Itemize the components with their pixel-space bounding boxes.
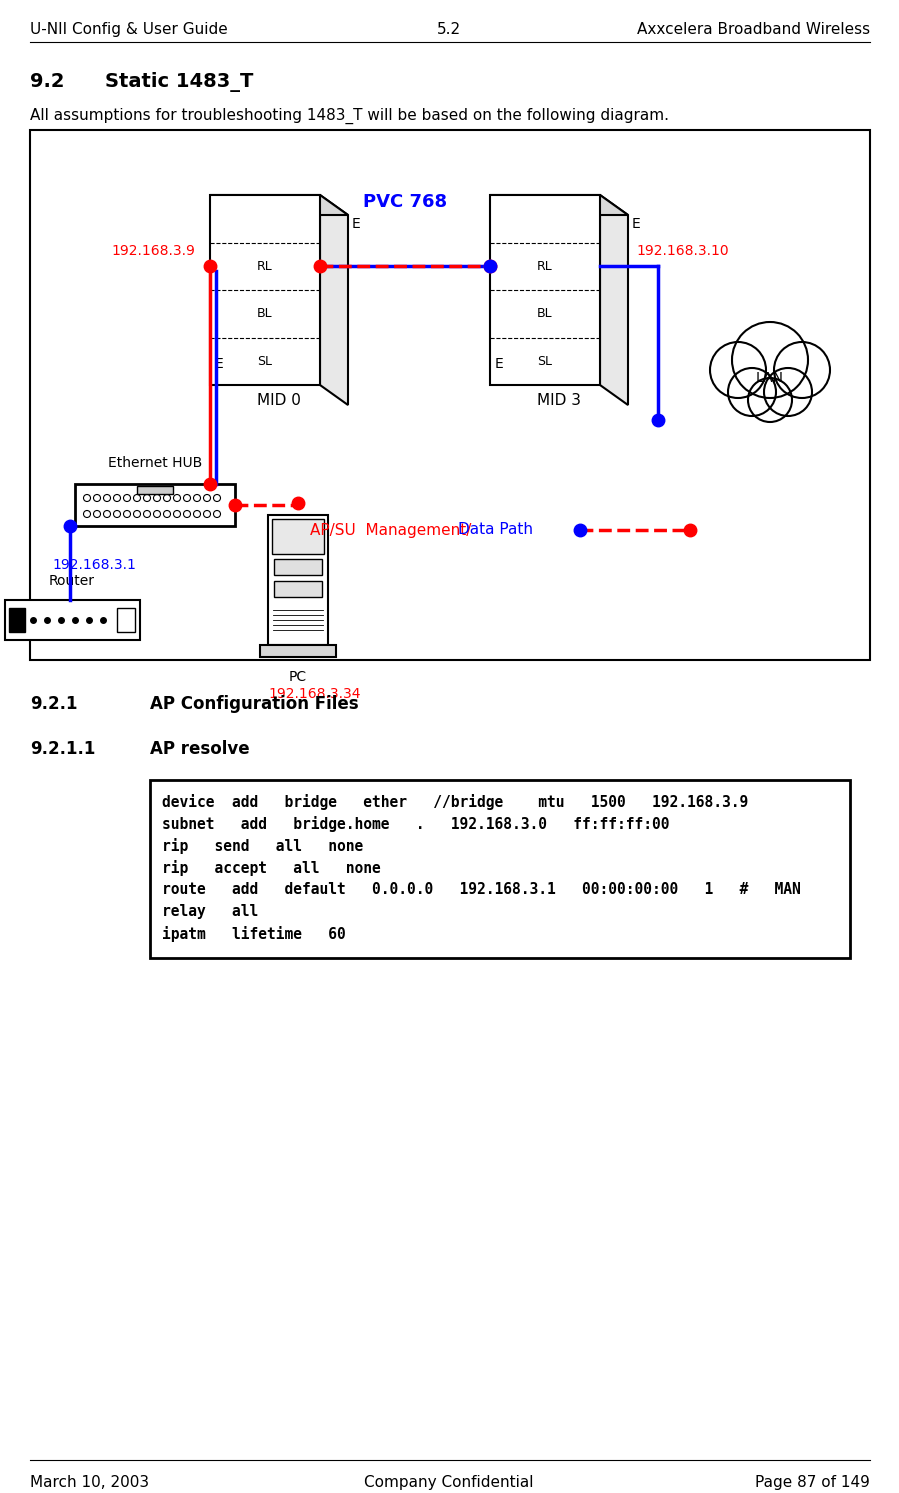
Circle shape [144,494,150,502]
Bar [5,600,140,640]
Circle shape [710,342,766,399]
Circle shape [764,367,812,417]
Circle shape [203,494,210,502]
Text: Page 87 of 149: Page 87 of 149 [755,1475,870,1490]
Text: Company Confidential: Company Confidential [364,1475,534,1490]
Text: SL: SL [538,355,553,367]
Text: 9.2.1: 9.2.1 [30,696,77,714]
Text: Axxcelera Broadband Wireless: Axxcelera Broadband Wireless [636,22,870,37]
Circle shape [113,511,120,518]
Circle shape [164,494,171,502]
Text: All assumptions for troubleshooting 1483_T will be based on the following diagra: All assumptions for troubleshooting 1483… [30,107,669,124]
Circle shape [144,511,150,518]
Circle shape [133,511,140,518]
Text: E: E [352,216,360,231]
Text: 192.168.3.9: 192.168.3.9 [111,245,195,258]
Bar [75,484,235,526]
Text: MID 3: MID 3 [537,393,581,408]
Bar [150,779,850,959]
Text: subnet   add   bridge.home   .   192.168.3.0   ff:ff:ff:00: subnet add bridge.home . 192.168.3.0 ff:… [162,817,670,832]
Circle shape [213,494,220,502]
Text: ipatm   lifetime   60: ipatm lifetime 60 [162,926,346,942]
Text: PVC 768: PVC 768 [363,193,447,211]
Text: rip   accept   all   none: rip accept all none [162,860,381,876]
Text: 192.168.3.34: 192.168.3.34 [268,687,360,702]
Text: 9.2.1.1: 9.2.1.1 [30,741,95,758]
Text: E: E [632,216,641,231]
Text: PC: PC [289,670,307,684]
Text: 192.168.3.1: 192.168.3.1 [52,558,136,572]
Circle shape [103,511,111,518]
Polygon shape [490,196,628,215]
Text: RL: RL [537,260,553,273]
Circle shape [154,494,161,502]
Circle shape [203,511,210,518]
Text: AP/SU  Management/: AP/SU Management/ [310,523,471,537]
Circle shape [748,378,792,423]
Bar [137,487,173,494]
Bar [490,196,600,385]
Circle shape [123,494,130,502]
Circle shape [154,511,161,518]
Bar [274,558,322,575]
Circle shape [183,511,191,518]
Circle shape [93,511,101,518]
Bar [274,581,322,597]
Circle shape [193,494,200,502]
Circle shape [774,342,830,399]
Bar [272,520,324,554]
Text: E: E [215,357,224,370]
Text: LAN: LAN [756,370,784,385]
Polygon shape [210,196,348,215]
Circle shape [174,511,181,518]
Circle shape [183,494,191,502]
Text: MID 0: MID 0 [257,393,301,408]
Text: route   add   default   0.0.0.0   192.168.3.1   00:00:00:00   1   #   MAN: route add default 0.0.0.0 192.168.3.1 00… [162,882,801,897]
Circle shape [174,494,181,502]
Bar [117,608,135,632]
Text: 5.2: 5.2 [437,22,461,37]
Text: BL: BL [538,308,553,321]
Polygon shape [320,196,348,405]
Text: E: E [495,357,503,370]
Circle shape [164,511,171,518]
Text: 192.168.3.10: 192.168.3.10 [636,245,728,258]
Text: rip   send   all   none: rip send all none [162,838,363,854]
Text: relay   all: relay all [162,903,258,920]
Circle shape [193,511,200,518]
Circle shape [84,511,91,518]
Bar [268,515,328,645]
Text: BL: BL [257,308,272,321]
Circle shape [133,494,140,502]
Polygon shape [600,196,628,405]
Text: U-NII Config & User Guide: U-NII Config & User Guide [30,22,227,37]
Circle shape [103,494,111,502]
Text: Static 1483_T: Static 1483_T [105,72,254,93]
Circle shape [113,494,120,502]
Text: Ethernet HUB: Ethernet HUB [108,455,202,470]
Circle shape [728,367,776,417]
Text: Data Path: Data Path [458,523,533,537]
Bar [260,645,336,657]
Circle shape [93,494,101,502]
Text: 9.2: 9.2 [30,72,65,91]
Text: SL: SL [257,355,272,367]
Text: RL: RL [257,260,273,273]
Circle shape [213,511,220,518]
Circle shape [84,494,91,502]
Text: March 10, 2003: March 10, 2003 [30,1475,149,1490]
Circle shape [732,322,808,399]
Bar [9,608,25,632]
Text: Router: Router [49,573,95,588]
Bar [30,130,870,660]
Text: device  add   bridge   ether   //bridge    mtu   1500   192.168.3.9: device add bridge ether //bridge mtu 150… [162,794,748,811]
Text: AP resolve: AP resolve [150,741,250,758]
Text: AP Configuration Files: AP Configuration Files [150,696,359,714]
Circle shape [123,511,130,518]
Bar [210,196,320,385]
